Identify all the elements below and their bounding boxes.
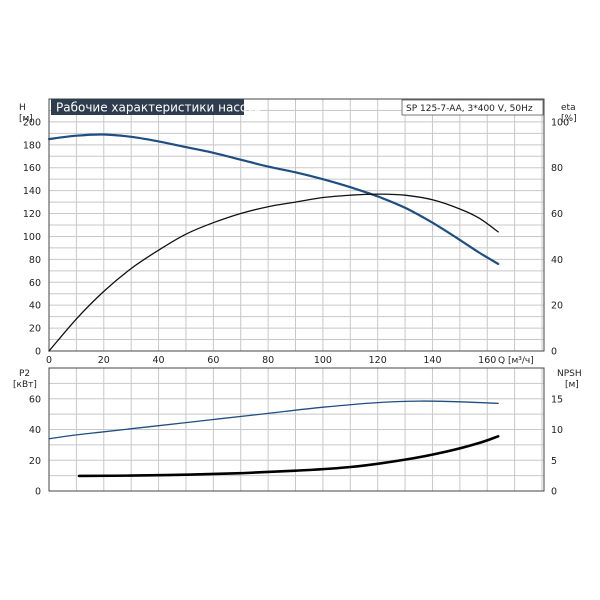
y-left-tick-label: 100 [23,232,41,243]
top-panel: 0 20 40 60 80 100 120 140 160 180 200 0 20 40 60 80 100 0… [19,98,577,366]
y-left-tick-label: 40 [29,425,41,436]
x-tick-label: 80 [262,355,274,366]
y-right-tick-label: 80 [551,163,563,174]
y-left-tick-label: 80 [29,255,41,266]
y-right-tick-label: 5 [551,456,557,467]
x-tick-label: 100 [314,355,332,366]
chart-title: Рабочие характеристики насоса [56,101,261,115]
bottom-panel: 0 20 40 60 0 5 10 15 P2 [кВт] NPSH [м] [13,367,582,498]
x-tick-label: 20 [98,355,110,366]
power-curve-line [48,400,499,440]
y-left-tick-label: 0 [35,347,41,358]
x-axis-label: Q [м³/ч] [498,356,534,366]
top-right-axis-label: eta [%] [561,103,577,124]
chart-title-box [51,99,244,115]
npsh-curve-line [77,435,500,478]
y-left-tick-label: 60 [29,278,41,289]
bottom-plot-frame [48,367,545,492]
pump-model-box [401,99,544,116]
y-left-tick-label: 0 [35,487,41,498]
bottom-left-axis-label: P2 [кВт] [13,369,37,390]
y-left-tick-label: 40 [29,301,41,312]
y-right-tick-label: 20 [551,301,563,312]
x-tick-label: 160 [478,355,496,366]
y-right-tick-label: 0 [551,347,557,358]
x-tick-label: 0 [46,355,52,366]
x-tick-label: 120 [369,355,387,366]
y-right-tick-label: 40 [551,255,563,266]
x-tick-label: 40 [153,355,165,366]
y-left-tick-label: 160 [23,163,41,174]
y-right-tick-label: 15 [551,394,563,405]
head-curve-line [47,133,500,265]
y-left-tick-label: 120 [23,209,41,220]
efficiency-curve-line [48,193,499,352]
y-left-tick-label: 140 [23,186,41,197]
y-right-tick-label: 60 [551,209,563,220]
y-right-tick-label: 10 [551,425,563,436]
y-left-tick-label: 180 [23,140,41,151]
y-left-tick-label: 20 [29,456,41,467]
top-left-axis-label: H [м] [19,103,33,124]
pump-model-label: SP 125-7-AA, 3*400 V, 50Hz [406,104,533,114]
x-tick-label: 60 [207,355,219,366]
y-left-tick-label: 20 [29,324,41,335]
y-left-tick-label: 200 [23,117,41,128]
top-plot-frame [48,98,545,352]
x-tick-label: 140 [423,355,441,366]
y-right-tick-label: 0 [551,487,557,498]
y-right-tick-label: 100 [551,117,569,128]
y-left-tick-label: 60 [29,394,41,405]
bottom-right-axis-label: NPSH [м] [557,369,582,390]
